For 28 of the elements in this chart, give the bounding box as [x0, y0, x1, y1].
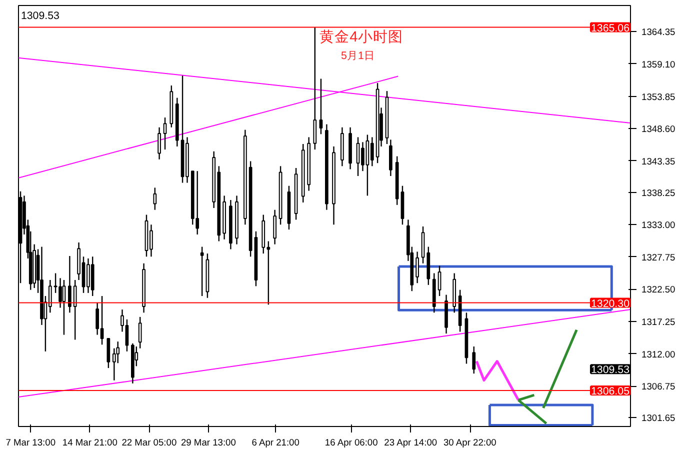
x-tick-label: 23 Apr 14:00 — [384, 438, 438, 448]
y-tick-label: 1338.25 — [642, 188, 676, 198]
y-tick-label: 1343.35 — [642, 156, 676, 166]
x-tick-label: 30 Apr 22:00 — [443, 438, 496, 448]
ref-line-label: 1365.06 — [590, 22, 630, 34]
y-tick-label: 1327.75 — [642, 252, 676, 262]
y-tick-label: 1353.85 — [642, 92, 676, 102]
y-tick-label: 1322.50 — [642, 284, 676, 295]
ref-line-label: 1320.30 — [590, 298, 630, 310]
y-tick-label: 1348.60 — [642, 124, 676, 134]
y-tick-label: 1333.00 — [642, 220, 676, 230]
ref-line-label: 1306.05 — [590, 385, 630, 398]
y-tick-label: 1306.75 — [642, 382, 676, 392]
y-tick-label: 1359.10 — [642, 59, 676, 70]
y-tick-label: 1317.25 — [642, 317, 676, 328]
x-tick-label: 22 Mar 05:00 — [122, 438, 177, 448]
y-tick-label: 1312.00 — [642, 349, 676, 360]
x-tick-label: 7 Mar 13:00 — [6, 438, 56, 448]
y-tick-label: 1301.65 — [642, 413, 676, 424]
x-tick-label: 14 Mar 21:00 — [62, 438, 118, 448]
x-tick-label: 29 Mar 13:00 — [180, 438, 236, 448]
annotation: 1309.53 — [20, 10, 60, 22]
text: 黄金4小时图 — [320, 28, 403, 46]
x-tick-label: 6 Apr 21:00 — [252, 438, 300, 448]
y-tick-label: 1364.35 — [642, 27, 676, 38]
annotation: 1309.53 — [590, 364, 630, 376]
x-tick-label: 16 Apr 06:00 — [324, 438, 378, 448]
text: 5月1日 — [341, 50, 375, 62]
